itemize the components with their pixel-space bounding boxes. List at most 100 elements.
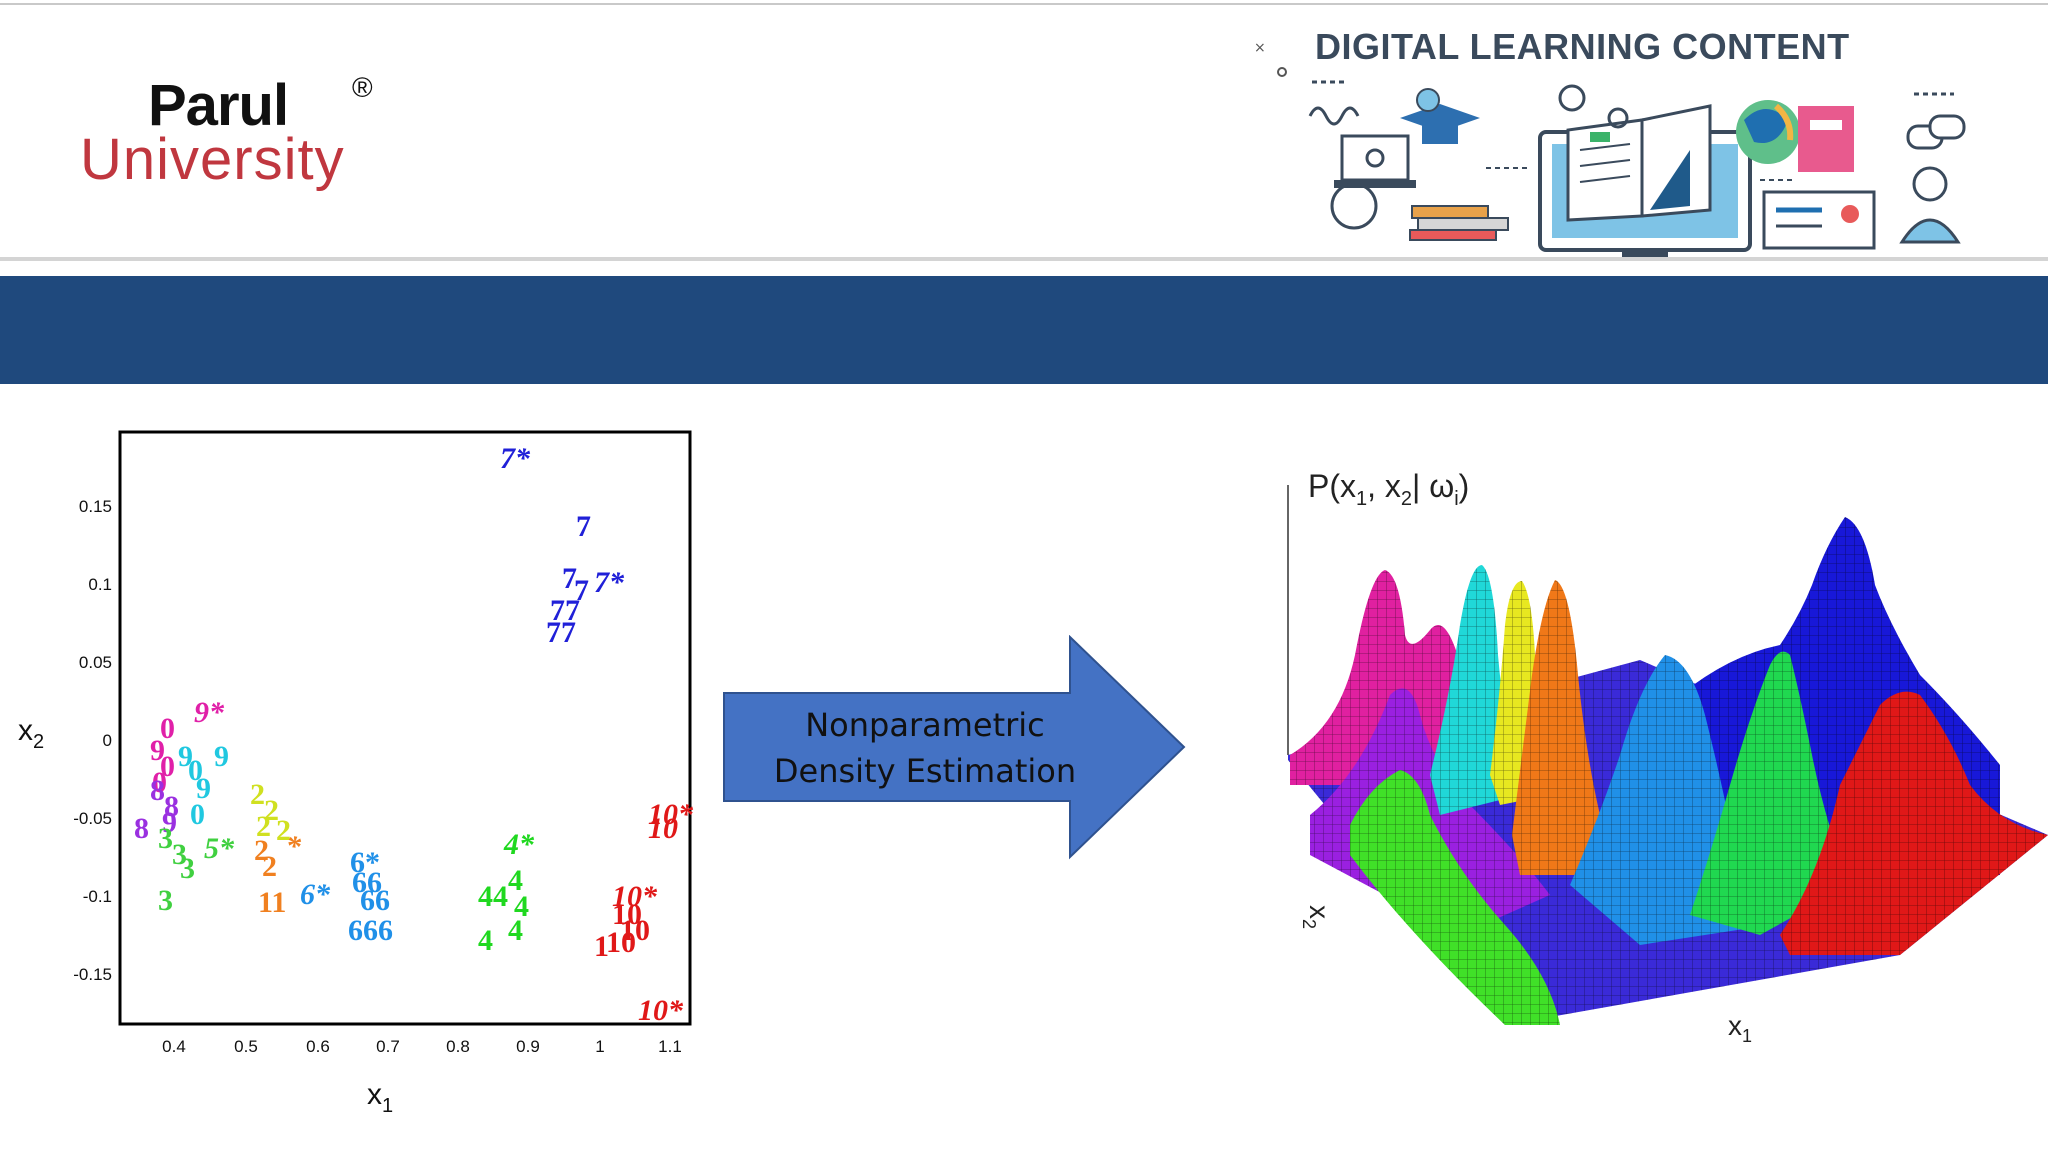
svg-text:3: 3 [172, 838, 187, 871]
header-bottom-divider [0, 257, 2048, 261]
x-tick-label: 0.5 [234, 1037, 258, 1056]
svg-text:0: 0 [160, 750, 175, 783]
svg-text:0: 0 [160, 712, 175, 745]
svg-text:9: 9 [150, 734, 165, 767]
cluster-yellow: 2 22 2 [250, 778, 291, 847]
svg-text:2: 2 [254, 834, 269, 867]
svg-text:9: 9 [196, 772, 211, 805]
svg-text:11: 11 [258, 886, 286, 919]
x-tick-label: 0.6 [306, 1037, 330, 1056]
books-icon [1409, 205, 1509, 241]
svg-text:9: 9 [214, 740, 229, 773]
svg-text:4*: 4* [503, 828, 535, 861]
logo-registered-mark: ® [352, 72, 373, 103]
svg-text:0: 0 [190, 798, 205, 831]
x-axis-title: x1 [367, 1078, 393, 1117]
svg-text:2: 2 [264, 794, 279, 827]
svg-text:10: 10 [620, 914, 650, 947]
id-card-icon [1762, 190, 1876, 250]
svg-text:66: 66 [360, 884, 390, 917]
svg-text:5*: 5* [204, 832, 235, 865]
person-icon [1899, 166, 1961, 244]
svg-text:2: 2 [256, 810, 271, 843]
svg-text:9*: 9* [194, 696, 225, 729]
y-tick-label: -0.1 [83, 887, 112, 906]
svg-text:7*: 7* [500, 442, 531, 475]
svg-text:7: 7 [562, 562, 577, 595]
x2-axis-title: x2 [1299, 905, 1335, 929]
svg-text:9: 9 [178, 740, 193, 773]
svg-text:6*: 6* [300, 878, 331, 911]
svg-text:9: 9 [162, 806, 177, 839]
y-tick-label: 0.05 [79, 653, 112, 672]
gear-icon [1607, 107, 1629, 129]
svg-text:4: 4 [508, 864, 523, 897]
y-tick-label: 0.15 [79, 497, 112, 516]
svg-text:77: 77 [550, 594, 580, 627]
svg-text:7: 7 [574, 574, 589, 607]
cluster-scatter-plot: 0.15 0.1 0.05 0 -0.05 -0.1 -0.15 0.4 0.5… [18, 430, 694, 1117]
digital-learning-title: DIGITAL LEARNING CONTENT [1315, 26, 1850, 67]
x1-axis-title: x1 [1728, 1010, 1752, 1046]
graduation-cap-icon [1400, 88, 1480, 144]
svg-text:4: 4 [514, 890, 529, 923]
header-top-divider [0, 3, 2048, 5]
svg-text:3: 3 [180, 852, 195, 885]
parul-university-logo: Parul ® University [80, 68, 420, 198]
svg-text:7*: 7* [594, 566, 625, 599]
svg-text:2: 2 [276, 814, 291, 847]
notebook-icon [1798, 106, 1854, 172]
process-arrow [723, 635, 1186, 860]
x-tick-label: 0.4 [162, 1037, 186, 1056]
x-tick-label: 1 [595, 1037, 604, 1056]
digital-learning-banner: DIGITAL LEARNING CONTENT × [1250, 20, 2010, 260]
svg-text:10*: 10* [638, 994, 684, 1027]
svg-text:8: 8 [164, 790, 179, 823]
peak-orange [1512, 580, 1602, 875]
svg-text:6*: 6* [350, 846, 380, 879]
svg-text:4: 4 [508, 914, 523, 947]
y-axis-title: x2 [18, 714, 44, 753]
digital-learning-illustration: × [1254, 40, 1966, 260]
cluster-orange: 22 * 11 [254, 830, 302, 919]
y-tick-label: -0.05 [73, 809, 112, 828]
peak-green-front [1350, 770, 1560, 1025]
svg-text:77: 77 [546, 616, 576, 649]
y-tick-label: -0.15 [73, 965, 112, 984]
title-band [0, 276, 2048, 384]
svg-text:8: 8 [150, 774, 165, 807]
laptop-icon [1334, 134, 1416, 188]
svg-text:2: 2 [250, 778, 265, 811]
density-surface-plot: P(x1, x2| ωi) [1287, 468, 2048, 1046]
svg-text:2: 2 [262, 850, 277, 883]
scatter-plot-frame [118, 430, 692, 1026]
svg-text:×: × [1254, 40, 1266, 56]
svg-text:44: 44 [478, 880, 508, 913]
svg-text:10*: 10* [612, 880, 658, 913]
svg-text:4: 4 [478, 924, 493, 957]
svg-text:10: 10 [648, 812, 678, 845]
svg-text:1: 1 [594, 930, 609, 963]
y-tick-label: 0 [103, 731, 112, 750]
svg-text:7: 7 [576, 510, 591, 543]
svg-text:3: 3 [158, 884, 173, 917]
svg-text:0: 0 [152, 766, 167, 799]
open-book-icon [1566, 104, 1712, 222]
world-icon [1330, 182, 1378, 230]
globe-icon [1736, 100, 1800, 164]
x-tick-label: 0.8 [446, 1037, 470, 1056]
cluster-9: 9* 090 0 [150, 696, 225, 799]
x-tick-label: 1.1 [658, 1037, 682, 1056]
x-tick-label: 0.7 [376, 1037, 400, 1056]
chat-bubbles-icon [1906, 114, 1966, 150]
peak-green-right [1690, 651, 1850, 935]
svg-text:66: 66 [352, 866, 382, 899]
cluster-3: 3 33 5* 3 [158, 822, 235, 917]
y-tick-label: 0.1 [88, 575, 112, 594]
arrow-label-line-1: Nonparametric [805, 706, 1045, 744]
peak-red [1780, 691, 2048, 955]
peak-magenta [1290, 570, 1475, 785]
